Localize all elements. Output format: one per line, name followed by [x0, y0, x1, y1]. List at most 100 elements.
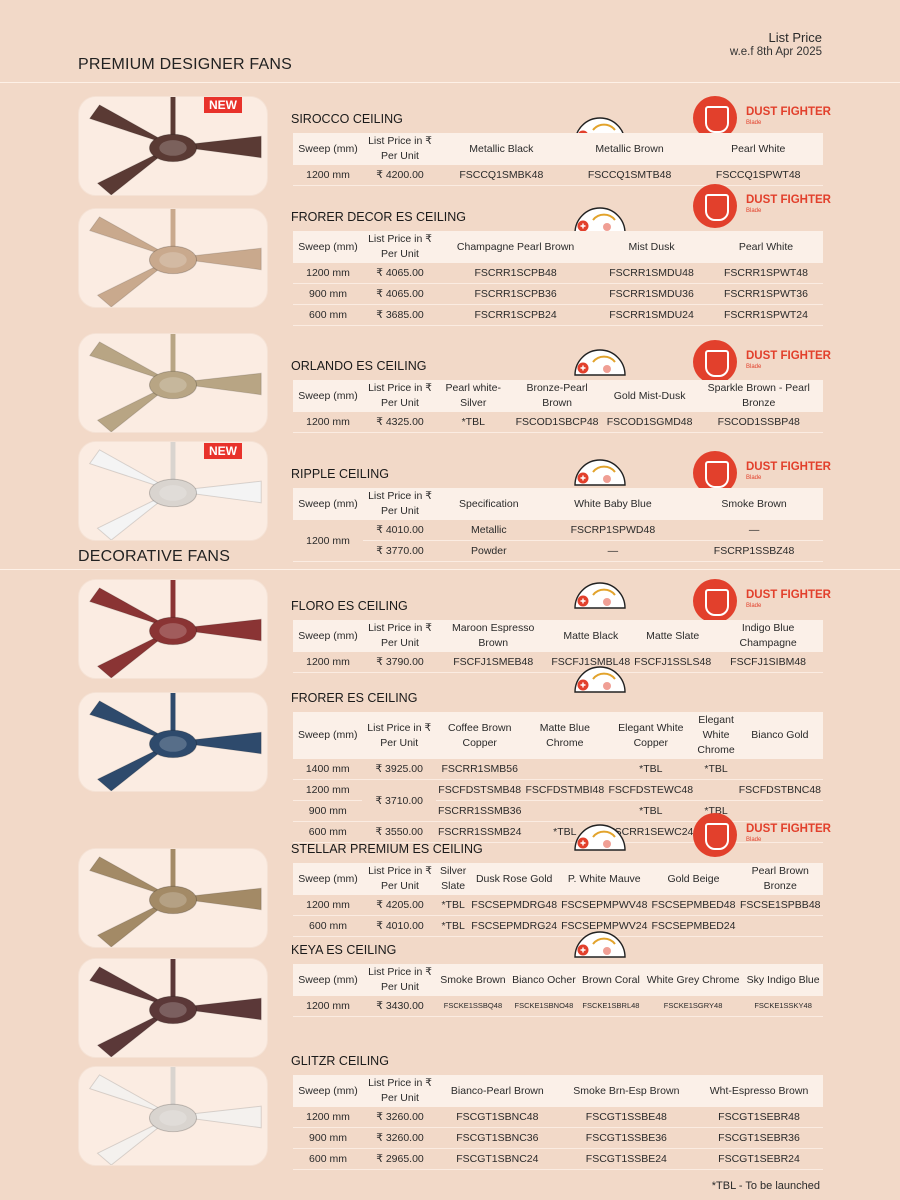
col-sweep: Sweep (mm): [293, 620, 363, 652]
table-row: ₹ 3770.00 Powder — FSCRP1SSBZ48: [293, 540, 823, 562]
dust-fighter-label: DUST FIGHTER: [746, 823, 831, 835]
table-cell: 1200 mm: [293, 412, 363, 433]
table-cell: ₹ 4205.00: [363, 895, 437, 916]
dust-fighter-sub: Blade: [746, 208, 762, 214]
table-cell: [737, 915, 823, 937]
table-cell: *TBL: [606, 759, 696, 780]
dust-fighter-badge: DUST FIGHTER Blade: [693, 579, 831, 623]
product-name-main: FRORER ES: [291, 691, 368, 705]
table-cell: FSCKE1SSBQ48: [437, 996, 509, 1017]
col-color: Maroon Espresso Brown: [437, 620, 550, 652]
product-name-suffix: CEILING: [432, 842, 483, 856]
table-cell: FSCRR1SCPB24: [437, 304, 595, 326]
dust-shield-icon: [693, 184, 737, 228]
fan-image-orlando: [78, 333, 268, 433]
table-header-row: Sweep (mm) List Price in ₹ Per Unit Pearl …: [293, 380, 823, 412]
col-color: Wht-Espresso Brown: [695, 1075, 823, 1107]
table-cell: FSCRR1SPWT24: [708, 304, 823, 326]
col-color: Metallic Black: [437, 133, 566, 165]
col-color: Matte Black: [549, 620, 633, 652]
table-cell: 1200 mm: [293, 996, 363, 1017]
table-cell: ₹ 4325.00: [363, 412, 437, 433]
table-cell: FSCGT1SEBR24: [695, 1148, 823, 1170]
table-cell: FSCRP1SPWD48: [540, 520, 686, 541]
table-header-row: Sweep (mm) List Price in ₹ Per Unit Smoke …: [293, 964, 823, 996]
table-cell: FSCGT1SSBE48: [557, 1107, 696, 1128]
product-name-main: KEYA ES: [291, 943, 347, 957]
table-cell: 600 mm: [293, 915, 363, 937]
product-name: FRORER ES CEILING: [291, 691, 417, 705]
product-name: STELLAR PREMIUM ES CEILING: [291, 842, 483, 856]
table-cell: *TBL: [606, 800, 696, 822]
col-color: Indigo Blue Champagne: [713, 620, 823, 652]
star-rating-seal-icon: [573, 581, 627, 609]
fan-image-keya: [78, 958, 268, 1058]
table-row: 900 mm ₹ 4065.00 FSCRR1SCPB36 FSCRR1SMDU36 F…: [293, 283, 823, 305]
table-cell: 1200 mm: [293, 895, 363, 916]
table-cell: FSCOD1SSBP48: [694, 412, 823, 433]
table-row: 1200 mm ₹ 4325.00 *TBL FSCOD1SBCP48 FSCOD1SG…: [293, 412, 823, 433]
divider: [0, 569, 900, 570]
decorative-section-title: DECORATIVE FANS: [78, 548, 231, 565]
table-cell: [523, 800, 607, 822]
table-cell: Powder: [437, 540, 541, 562]
table-cell: FSCGT1SEBR48: [695, 1107, 823, 1128]
product-name: KEYA ES CEILING: [291, 943, 396, 957]
dust-shield-icon: [693, 579, 737, 623]
col-list-price: List Price in ₹ Per Unit: [362, 712, 436, 759]
col-sweep: Sweep (mm): [293, 133, 363, 165]
fan-image-glitzr: [78, 1066, 268, 1166]
product-name-main: SIROCCO: [291, 112, 353, 126]
table-cell: FSCSEPMDRG24: [469, 915, 560, 937]
table-cell: FSCRR1SMDU48: [594, 263, 709, 284]
product-name-main: STELLAR PREMIUM ES: [291, 842, 433, 856]
table-cell: ₹ 3430.00: [363, 996, 437, 1017]
table-cell: *TBL: [437, 915, 470, 937]
table-cell: *TBL: [695, 759, 737, 780]
fan-image-frorer: [78, 692, 268, 792]
col-color: Metallic Brown: [565, 133, 694, 165]
col-color: Brown Coral: [578, 964, 643, 996]
table-cell: ₹ 3790.00: [363, 652, 437, 673]
col-color: Pearl White: [693, 133, 823, 165]
table-cell: FSCSEPMBED48: [649, 895, 738, 916]
table-cell: ₹ 3550.00: [362, 821, 436, 843]
table-cell: ₹ 3770.00: [363, 540, 437, 562]
table-header-row: Sweep (mm) List Price in ₹ Per Unit Coffee…: [293, 712, 823, 759]
table-cell: 900 mm: [293, 1127, 363, 1149]
product-name-suffix: CEILING: [367, 691, 418, 705]
table-cell: FSCKE1SGRY48: [642, 996, 744, 1017]
col-color: Champagne Pearl Brown: [437, 231, 595, 263]
table-cell: FSCGT1SBNC48: [437, 1107, 558, 1128]
footnote: *TBL - To be launched: [711, 1180, 820, 1192]
dust-fighter-sub: Blade: [746, 837, 762, 843]
col-color: Smoke Brn-Esp Brown: [557, 1075, 696, 1107]
dust-shield-icon: [693, 96, 737, 140]
table-cell: ₹ 4065.00: [363, 283, 437, 305]
col-sweep: Sweep (mm): [293, 863, 363, 895]
dust-shield-icon: [693, 813, 737, 857]
table-row: 1200 mm ₹ 3430.00 FSCKE1SSBQ48 FSCKE1SBNO48…: [293, 996, 823, 1017]
table-cell: FSCRP1SSBZ48: [685, 540, 823, 562]
col-list-price: List Price in ₹ Per Unit: [363, 964, 437, 996]
table-cell: ₹ 3925.00: [362, 759, 436, 780]
dust-fighter-label: DUST FIGHTER: [746, 589, 831, 601]
table-cell: FSCFDSTEWC48: [606, 779, 696, 801]
table-header-row: Sweep (mm) List Price in ₹ Per Unit Specif…: [293, 488, 823, 520]
col-color: P. White Mauve: [559, 863, 650, 895]
table-cell: FSCRR1SMDU36: [594, 283, 709, 305]
table-cell: [736, 800, 823, 822]
col-sweep: Sweep (mm): [293, 380, 363, 412]
col-sweep: Sweep (mm): [293, 488, 363, 520]
table-cell: FSCRR1SCPB48: [437, 263, 595, 284]
col-color: White Grey Chrome: [642, 964, 744, 996]
product-name-main: RIPPLE: [291, 467, 339, 481]
table-cell: 1200 mm: [293, 652, 363, 673]
col-color: Smoke Brown: [437, 964, 509, 996]
table-cell: 900 mm: [293, 283, 363, 305]
table-cell: FSCFJ1SIBM48: [713, 652, 823, 673]
col-sweep: Sweep (mm): [293, 964, 363, 996]
table-cell: 1200 mm: [293, 263, 363, 284]
table-cell: *TBL: [437, 412, 510, 433]
table-cell: FSCCQ1SMBK48: [437, 165, 566, 186]
